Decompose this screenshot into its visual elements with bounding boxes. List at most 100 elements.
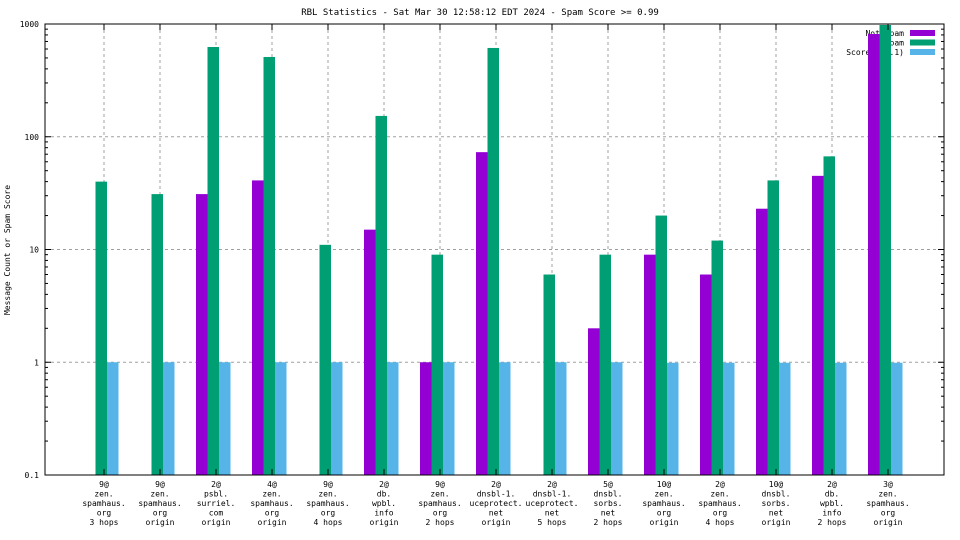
bar-spam [431,254,443,475]
bar-not-spam [588,328,600,475]
legend-label: Spam [885,39,904,48]
x-tick-label: 2@ [379,480,389,489]
x-tick-label: info [374,509,393,518]
bar-not-spam [644,254,656,475]
x-tick-label: 5@ [603,480,613,489]
bar-not-spam [756,208,768,475]
chart-title: RBL Statistics - Sat Mar 30 12:58:12 EDT… [301,8,659,18]
x-tick-label: spamhaus. [698,499,741,508]
bar-not-spam [196,194,208,475]
bar-spam [151,194,163,475]
x-tick-label: 9@ [323,480,333,489]
x-tick-label: 10@ [769,480,784,489]
bar-not-spam [252,180,264,475]
bar-spam [319,244,331,475]
x-tick-label: origin [370,518,399,527]
bar-score-0-1 [723,362,735,475]
x-tick-label: zen. [150,490,169,499]
x-tick-label: zen. [654,490,673,499]
x-tick-label: origin [146,518,175,527]
bar-not-spam [812,175,824,476]
bar-spam [711,240,723,475]
bar-score-0-1 [443,362,455,475]
bar-spam [879,24,891,476]
bar-score-0-1 [779,362,791,475]
x-tick-label: origin [762,518,791,527]
y-tick-label: 1 [34,358,39,367]
x-tick-label: 4@ [267,480,277,489]
x-tick-label: origin [874,518,903,527]
x-tick-label: zen. [430,490,449,499]
x-tick-label: db. [825,490,839,499]
x-tick-label: 2@ [827,480,837,489]
bar-score-0-1 [891,362,903,475]
x-tick-label: origin [202,518,231,527]
x-tick-label: zen. [710,490,729,499]
bar-spam [263,56,275,475]
x-tick-label: info [822,509,841,518]
x-tick-label: surriel. [197,499,236,508]
x-tick-label: 9@ [99,480,109,489]
x-tick-label: org [881,509,896,518]
bar-score-0-1 [163,362,175,475]
x-tick-label: psbl. [204,490,228,499]
bar-score-0-1 [835,362,847,475]
y-tick-label: 100 [25,133,40,142]
axes [44,23,945,476]
x-tick-label: sorbs. [594,499,623,508]
x-tick-label: 4 hops [706,518,735,527]
x-tick-label: origin [258,518,287,527]
y-axis-label: Message Count or Spam Score [3,185,12,315]
x-tick-label: 10@ [657,480,672,489]
x-tick-label: spamhaus. [306,499,349,508]
bar-spam [767,180,779,475]
x-tick-label: org [265,509,280,518]
bar-spam [95,181,107,475]
y-tick-label: 1000 [20,20,39,29]
x-tick-label: 2@ [715,480,725,489]
x-tick-label: com [209,509,224,518]
x-tick-label: 2@ [547,480,557,489]
x-tick-label: spamhaus. [418,499,461,508]
x-tick-label: spamhaus. [866,499,909,508]
bar-score-0-1 [387,362,399,475]
x-tick-label: 2 hops [594,518,623,527]
x-tick-label: wpbl. [820,499,844,508]
bar-score-0-1 [667,362,679,475]
plot-border [44,23,945,476]
x-tick-label: org [97,509,112,518]
x-tick-label: zen. [878,490,897,499]
bar-spam [375,115,387,476]
x-tick-label: org [713,509,728,518]
bar-spam [543,274,555,475]
bar-score-0-1 [107,362,119,475]
x-tick-label: origin [650,518,679,527]
x-tick-label: spamhaus. [250,499,293,508]
x-tick-label: spamhaus. [138,499,181,508]
x-tick-label: wpbl. [372,499,396,508]
y-tick-label: 0.1 [25,471,40,480]
x-tick-label: 3@ [883,480,893,489]
x-tick-label: 2 hops [818,518,847,527]
x-tick-label: 2@ [491,480,501,489]
x-tick-label: org [321,509,336,518]
x-tick-label: sorbs. [762,499,791,508]
bar-spam [599,254,611,475]
x-tick-label: org [657,509,672,518]
legend-swatch [910,49,935,55]
bar-not-spam [868,34,880,476]
x-tick-label: net [545,509,560,518]
x-tick-label: net [601,509,616,518]
x-tick-label: zen. [318,490,337,499]
x-tick-label: dnsbl. [594,490,623,499]
x-tick-label: 2 hops [426,518,455,527]
x-tick-label: uceprotect. [526,499,579,508]
x-tick-label: 3 hops [90,518,119,527]
bar-not-spam [476,152,488,476]
y-tick-label: 10 [29,246,39,255]
bar-score-0-1 [555,362,567,475]
bar-spam [655,215,667,475]
y-tick-labels: 0.1 1 10 100 1000 [20,20,39,480]
x-tick-label: net [489,509,504,518]
